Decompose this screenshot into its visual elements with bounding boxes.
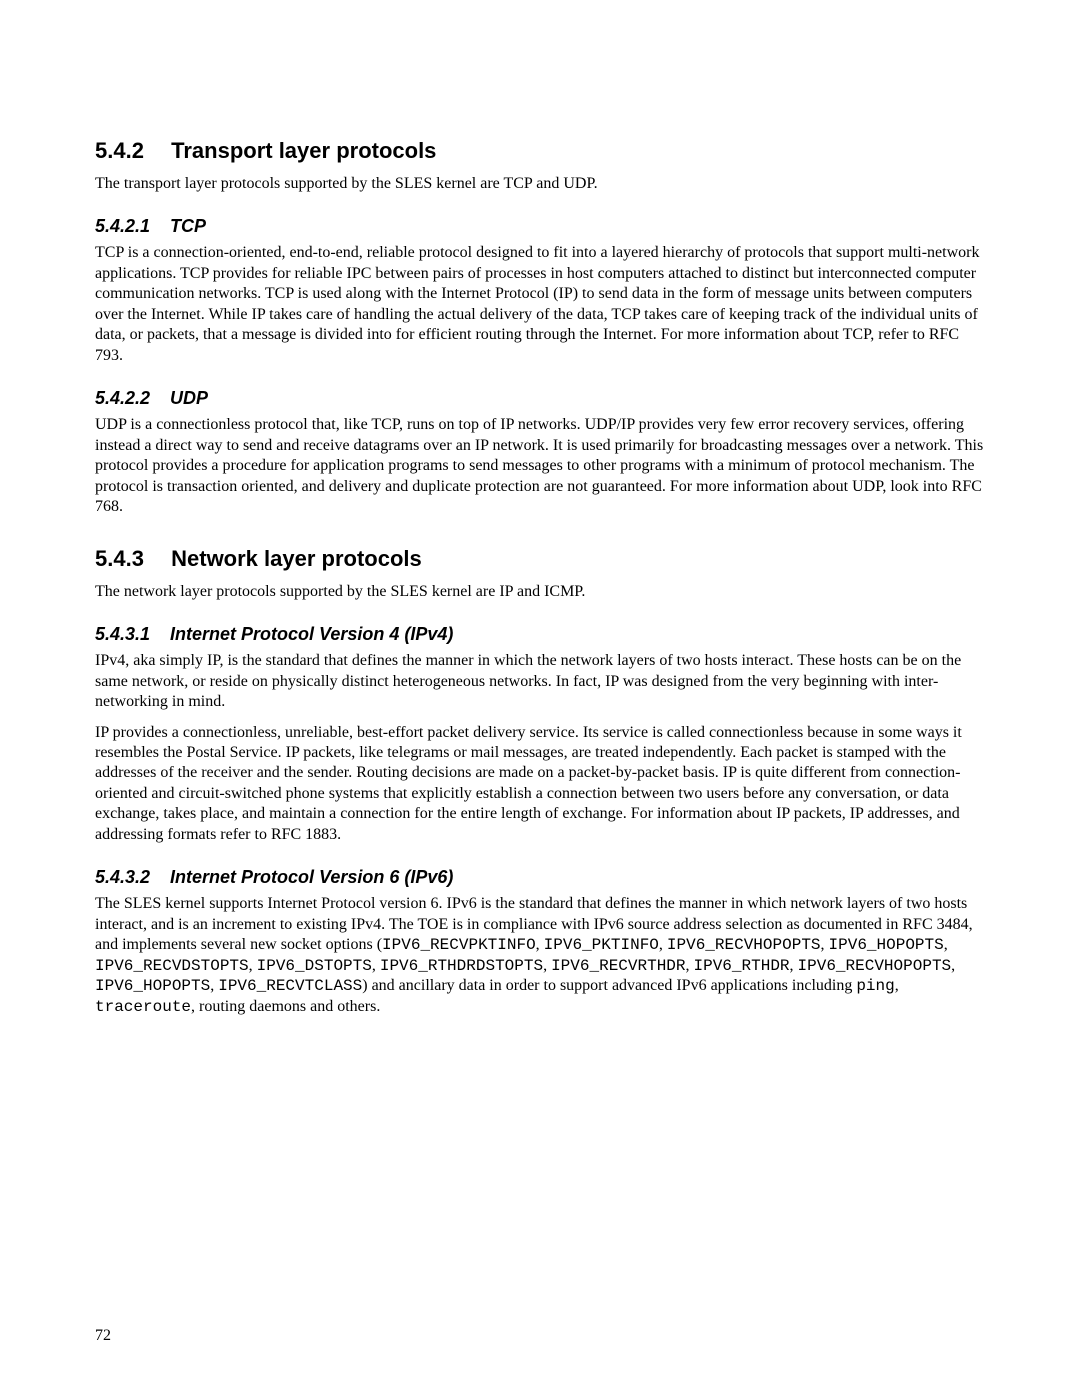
paragraph: IPv4, aka simply IP, is the standard tha… — [95, 651, 985, 712]
heading-number: 5.4.2.1 — [95, 216, 165, 237]
code: IPV6_RECVHOPOPTS — [798, 957, 952, 975]
text: , — [895, 977, 899, 994]
text: , — [951, 957, 955, 974]
heading-5-4-3-1: 5.4.3.1 Internet Protocol Version 4 (IPv… — [95, 624, 985, 645]
text: , — [536, 936, 544, 953]
heading-number: 5.4.3 — [95, 546, 165, 572]
heading-number: 5.4.2.2 — [95, 388, 165, 409]
code: IPV6_DSTOPTS — [257, 957, 372, 975]
paragraph: IP provides a connectionless, unreliable… — [95, 723, 985, 846]
text: , — [659, 936, 667, 953]
code: IPV6_PKTINFO — [544, 936, 659, 954]
code: IPV6_RTHDR — [694, 957, 790, 975]
paragraph: TCP is a connection-oriented, end-to-end… — [95, 243, 985, 366]
heading-title: Network layer protocols — [171, 546, 422, 571]
code: IPV6_HOPOPTS — [95, 977, 210, 995]
code: IPV6_RECVDSTOPTS — [95, 957, 249, 975]
text: , — [790, 957, 798, 974]
code: IPV6_RECVPKTINFO — [382, 936, 536, 954]
code: IPV6_RECVTCLASS — [218, 977, 362, 995]
heading-title: Transport layer protocols — [171, 138, 436, 163]
heading-title: Internet Protocol Version 4 (IPv4) — [170, 624, 453, 644]
text: , — [686, 957, 694, 974]
code: traceroute — [95, 998, 191, 1016]
text: , — [944, 936, 948, 953]
heading-5-4-2: 5.4.2 Transport layer protocols — [95, 138, 985, 164]
text: , routing daemons and others. — [191, 998, 380, 1015]
code: IPV6_RECVRTHDR — [551, 957, 685, 975]
text: ) and ancillary data in order to support… — [362, 977, 856, 994]
code: ping — [856, 977, 894, 995]
code: IPV6_RECVHOPOPTS — [667, 936, 821, 954]
page-number: 72 — [95, 1327, 111, 1345]
text: , — [372, 957, 380, 974]
heading-title: TCP — [170, 216, 206, 236]
text: , — [249, 957, 257, 974]
paragraph: The transport layer protocols supported … — [95, 174, 985, 194]
paragraph: The SLES kernel supports Internet Protoc… — [95, 894, 985, 1017]
heading-number: 5.4.2 — [95, 138, 165, 164]
heading-title: Internet Protocol Version 6 (IPv6) — [170, 867, 453, 887]
text: , — [821, 936, 829, 953]
text: , — [543, 957, 551, 974]
heading-number: 5.4.3.2 — [95, 867, 165, 888]
page: 5.4.2 Transport layer protocols The tran… — [0, 0, 1080, 1397]
code: IPV6_RTHDRDSTOPTS — [380, 957, 543, 975]
heading-5-4-2-2: 5.4.2.2 UDP — [95, 388, 985, 409]
heading-5-4-2-1: 5.4.2.1 TCP — [95, 216, 985, 237]
heading-number: 5.4.3.1 — [95, 624, 165, 645]
paragraph: The network layer protocols supported by… — [95, 582, 985, 602]
heading-5-4-3-2: 5.4.3.2 Internet Protocol Version 6 (IPv… — [95, 867, 985, 888]
code: IPV6_HOPOPTS — [829, 936, 944, 954]
paragraph: UDP is a connectionless protocol that, l… — [95, 415, 985, 517]
heading-5-4-3: 5.4.3 Network layer protocols — [95, 546, 985, 572]
heading-title: UDP — [170, 388, 208, 408]
